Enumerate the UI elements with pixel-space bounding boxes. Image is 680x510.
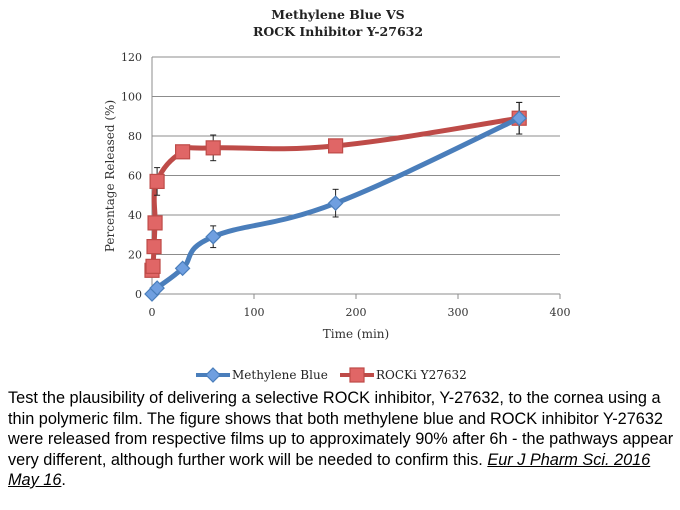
data-point [149, 280, 165, 296]
release-chart: Methylene Blue VS ROCK Inhibitor Y-27632… [103, 7, 571, 383]
caption-text: Test the plausibility of delivering a se… [8, 389, 674, 469]
data-point [205, 140, 221, 156]
legend-label: ROCKi Y27632 [376, 368, 467, 382]
x-axis-label: Time (min) [323, 327, 389, 341]
data-point [328, 138, 344, 154]
y-tick-label: 20 [128, 249, 142, 262]
y-tick-label: 60 [128, 170, 142, 183]
data-point [146, 239, 162, 255]
y-tick-label: 120 [121, 51, 142, 64]
data-point [327, 195, 344, 211]
legend-marker [205, 367, 221, 383]
y-tick-label: 100 [121, 91, 142, 104]
y-tick-label: 40 [128, 209, 142, 222]
data-point [174, 260, 191, 277]
series-methylene-blue [144, 101, 528, 302]
x-tick-label: 300 [448, 306, 469, 319]
citation-link[interactable]: Eur J Pharm Sci. 2016 May 16 [8, 450, 651, 490]
data-point [175, 144, 191, 160]
chart-title-line2: ROCK Inhibitor Y-27632 [253, 24, 423, 39]
y-axis-label: Percentage Released (%) [103, 100, 117, 252]
chart-title-line1: Methylene Blue VS [271, 7, 404, 22]
figure-caption: Test the plausibility of delivering a se… [8, 388, 676, 491]
x-tick-label: 100 [244, 306, 265, 319]
x-tick-label: 200 [346, 306, 367, 319]
data-point [147, 215, 163, 231]
data-point [205, 228, 222, 245]
y-tick-label: 80 [128, 130, 142, 143]
legend-marker [349, 367, 365, 383]
data-point [145, 258, 161, 274]
legend-label: Methylene Blue [232, 368, 328, 382]
data-point [511, 110, 528, 127]
x-tick-label: 400 [550, 306, 571, 319]
x-tick-label: 0 [149, 306, 156, 319]
caption-end: . [61, 471, 66, 489]
data-point [149, 173, 165, 190]
y-tick-label: 0 [135, 288, 142, 301]
